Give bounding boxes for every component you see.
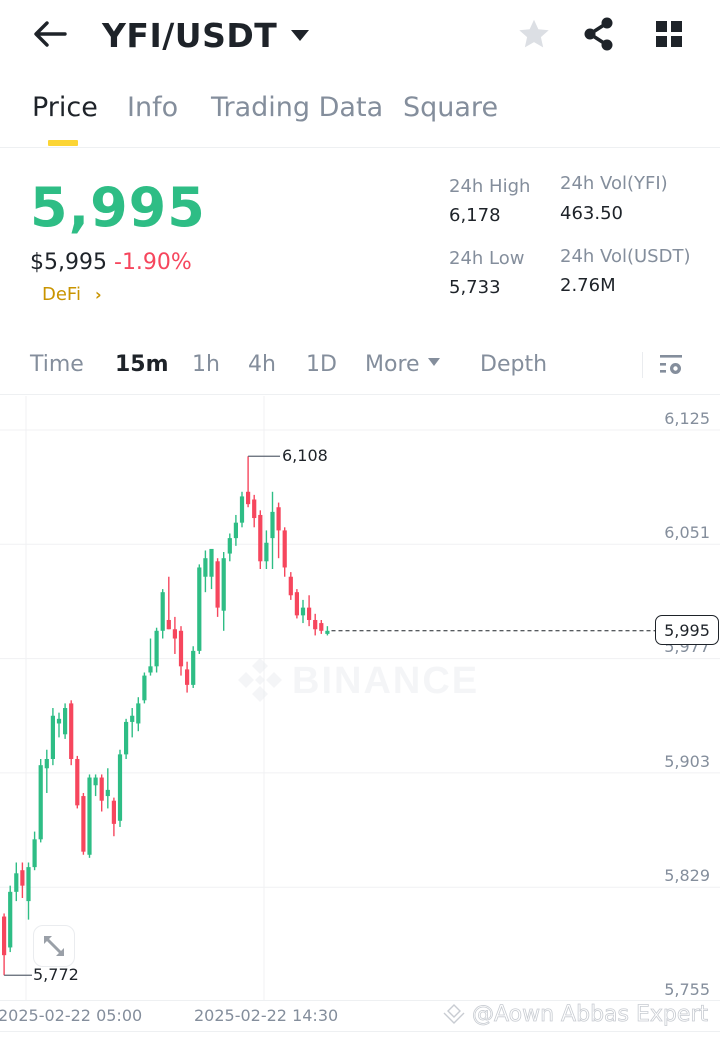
expand-icon (44, 936, 64, 956)
active-tab-indicator (48, 140, 78, 146)
vol-quote-value: 2.76M (560, 275, 616, 296)
y-tick: 5,903 (664, 752, 710, 771)
x-tick: 2025-02-22 05:00 (0, 1006, 143, 1025)
interval-time[interactable]: Time (30, 352, 84, 377)
svg-text:BINANCE: BINANCE (292, 660, 479, 702)
category-tag[interactable]: DeFi › (42, 284, 102, 305)
dropdown-caret-icon (427, 358, 440, 366)
last-price: 5,995 (30, 176, 206, 239)
interval-1d[interactable]: 1D (306, 352, 337, 377)
main-tabs: Price Info Trading Data Square (0, 80, 720, 148)
y-tick: 5,755 (664, 980, 710, 999)
interval-bar: Time 15m 1h 4h 1D More Depth (0, 340, 720, 395)
category-tag-label: DeFi (42, 284, 81, 305)
low-label: 24h Low (449, 248, 525, 269)
back-button[interactable] (30, 14, 70, 54)
high-marker-label: 6,108 (282, 446, 328, 465)
pair-title: YFI/USDT (102, 15, 278, 55)
footer-watermark-text: @Aown Abbas Expert (472, 1002, 709, 1028)
x-axis: 2025-02-22 05:00 2025-02-22 14:30 (0, 1000, 720, 1032)
favorite-button[interactable] (516, 16, 552, 52)
chart-settings-icon (660, 355, 682, 374)
chart-settings-button[interactable] (658, 352, 686, 380)
pair-selector[interactable]: YFI/USDT (102, 14, 310, 56)
layout-button[interactable] (654, 19, 684, 49)
back-arrow-icon (34, 21, 67, 47)
dropdown-caret-icon (291, 29, 310, 41)
y-tick: 5,829 (664, 866, 710, 885)
share-icon (584, 17, 613, 51)
footer-watermark: @Aown Abbas Expert (440, 1002, 708, 1027)
tab-info[interactable]: Info (127, 92, 179, 123)
interval-15m[interactable]: 15m (115, 352, 169, 377)
high-value: 6,178 (449, 205, 501, 226)
binance-logo-icon (443, 1003, 465, 1024)
tab-trading-data[interactable]: Trading Data (211, 92, 384, 123)
star-icon (519, 19, 549, 48)
top-bar: YFI/USDT (0, 0, 720, 72)
chart-canvas: BINANCE (0, 396, 720, 1002)
interval-4h[interactable]: 4h (248, 352, 276, 377)
high-label: 24h High (449, 176, 531, 197)
grid-icon (656, 21, 682, 47)
x-tick: 2025-02-22 14:30 (194, 1006, 339, 1025)
vol-base-label: 24h Vol(YFI) (560, 173, 668, 194)
price-change-percent: -1.90% (114, 250, 192, 275)
y-tick: 6,125 (664, 409, 710, 428)
interval-1h[interactable]: 1h (192, 352, 220, 377)
low-value: 5,733 (449, 277, 501, 298)
low-marker-label: 5,772 (33, 965, 79, 984)
tab-price[interactable]: Price (32, 92, 98, 123)
vol-base-value: 463.50 (560, 203, 623, 224)
share-button[interactable] (582, 16, 616, 52)
binance-logo-watermark (238, 658, 282, 702)
interval-more[interactable]: More (365, 352, 440, 377)
chevron-right-icon: › (94, 285, 102, 304)
y-tick: 6,051 (664, 523, 710, 542)
interval-more-label: More (365, 352, 420, 377)
fullscreen-button[interactable] (33, 925, 75, 967)
usd-price: $5,995 (30, 250, 107, 275)
current-price-tag: 5,995 (655, 615, 719, 645)
vol-quote-label: 24h Vol(USDT) (560, 246, 691, 267)
candlestick-chart[interactable]: BINANCE 6,125 6,051 5,977 5,903 5,829 5,… (0, 396, 720, 1002)
depth-tab[interactable]: Depth (480, 352, 548, 377)
divider (642, 352, 643, 378)
tab-square[interactable]: Square (403, 92, 499, 123)
